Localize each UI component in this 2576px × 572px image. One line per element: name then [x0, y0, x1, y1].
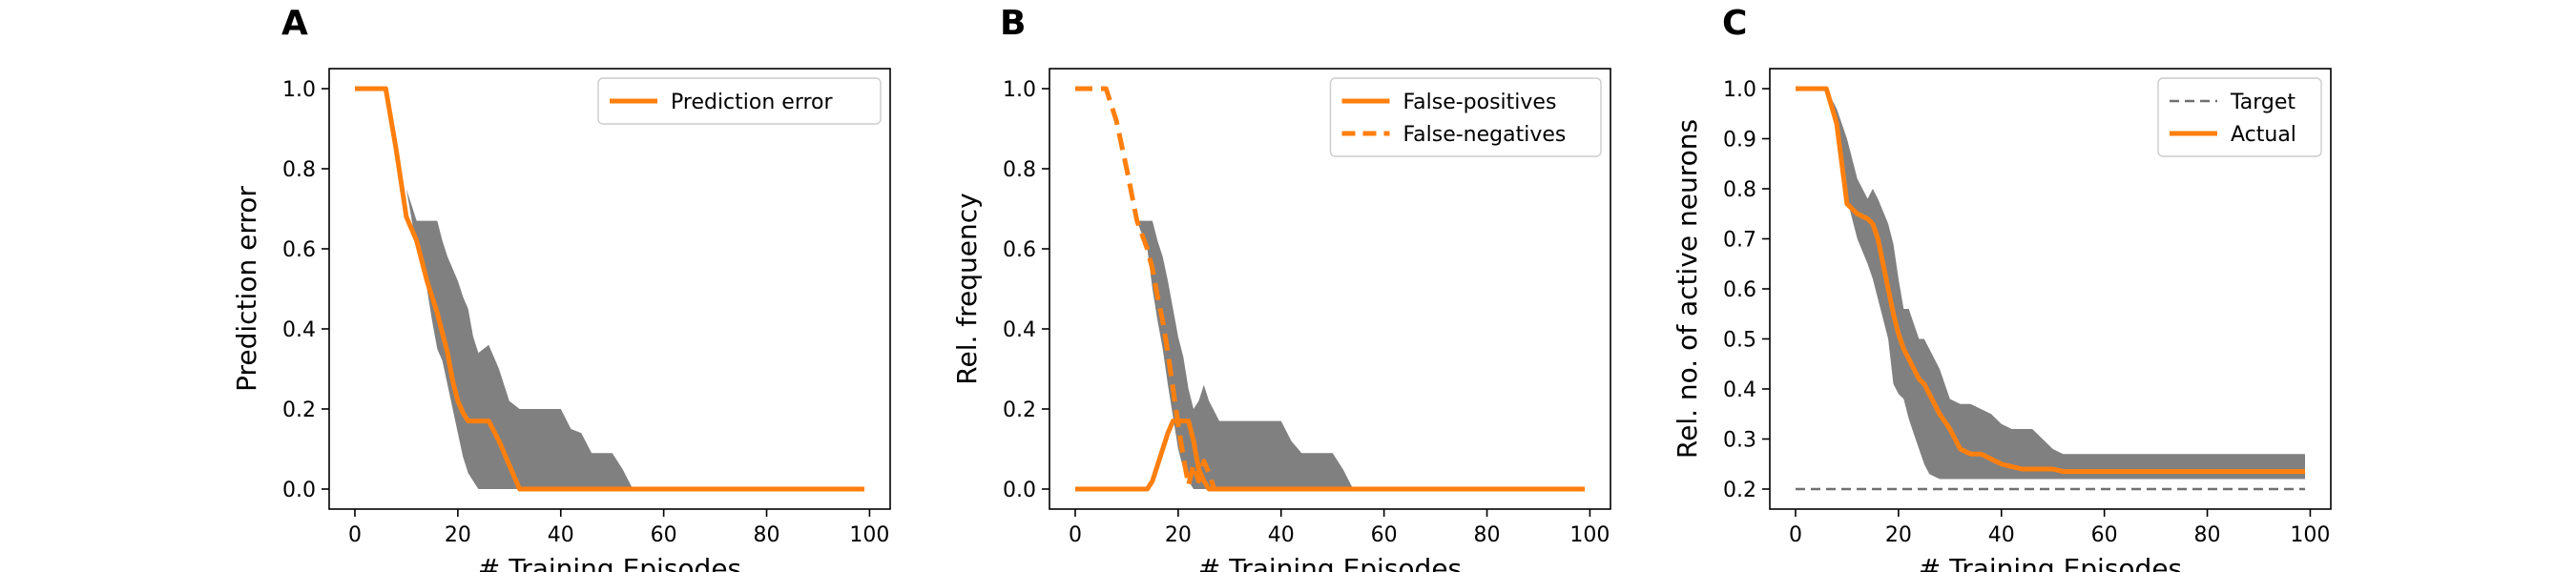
- panel-c-xtick-label: 0: [1789, 523, 1802, 547]
- panel-b-legend-label: False-positives: [1403, 91, 1557, 114]
- panel-b-content: [1075, 86, 1585, 492]
- panel-a-xtick-label: 20: [445, 523, 471, 547]
- panel-b-xtick-label: 80: [1474, 523, 1501, 547]
- panel-b-legend-label: False-negatives: [1403, 123, 1567, 147]
- panel-c-xlabel: # Training Episodes: [1919, 553, 2182, 572]
- panel-c-series-2-line: [1796, 86, 2305, 475]
- panel-a-ytick-label: 0.4: [282, 318, 316, 342]
- panel-a-axes-frame: [328, 68, 891, 510]
- panel-b-xtick-label: 20: [1165, 523, 1192, 547]
- panel-a-legend-box: [597, 77, 882, 125]
- panel-c-xtick-label: 20: [1885, 523, 1912, 547]
- panel-b-ytick-label: 0.2: [1003, 398, 1036, 422]
- panel-a-xtick-label: 80: [754, 523, 780, 547]
- panel-c-xtick-label: 60: [2091, 523, 2118, 547]
- panel-b-xtick-label: 100: [1569, 523, 1610, 547]
- panel-a-ytick-label: 0.6: [282, 238, 316, 262]
- panel-a-ytick-label: 0.8: [282, 158, 316, 182]
- panel-a: A 0 20 40 60 80 100 0.0 0.2 0.4 0.6 0.8 1.0 # Train…: [231, 4, 891, 572]
- panel-a-ytick-label: 0.0: [282, 479, 316, 502]
- panel-c-xtick-label: 100: [2290, 523, 2330, 547]
- panel-b-xlabel: # Training Episodes: [1198, 553, 1462, 572]
- panel-c-xtick-label: 80: [2194, 523, 2221, 547]
- panel-b-ytick-label: 0.4: [1003, 318, 1036, 342]
- panel-c-content: [1796, 86, 2305, 491]
- panel-c: C 0 20 40 60 80 100 0.2 0.3 0.4 0.5 0.6 0.7 0.8 0.9 1.…: [1672, 4, 2332, 572]
- panel-c-legend-label: Target: [2230, 91, 2296, 114]
- panel-c-ytick-label: 0.8: [1723, 178, 1756, 202]
- panel-b-ytick-label: 0.8: [1003, 158, 1036, 182]
- panel-c-ytick-label: 0.4: [1723, 378, 1756, 402]
- panel-a-ytick-label: 1.0: [282, 78, 316, 102]
- panel-b-ytick-label: 0.0: [1003, 479, 1036, 502]
- panel-a-ytick-label: 0.2: [282, 398, 316, 422]
- panel-b-plot: 0 20 40 60 80 100 0.0 0.2 0.4 0.6 0.8 1.0: [1003, 68, 1611, 547]
- panel-c-ytick-label: 0.2: [1723, 479, 1756, 502]
- panel-a-xtick-label: 60: [651, 523, 677, 547]
- panel-c-ytick-label: 0.5: [1723, 329, 1756, 353]
- panel-a-letter: A: [281, 4, 308, 43]
- panel-c-ylabel: Rel. no. of active neurons: [1672, 119, 1703, 459]
- panel-a-xtick-label: 100: [849, 523, 889, 547]
- panel-a-xtick-label: 0: [348, 523, 362, 547]
- panel-c-letter: C: [1722, 4, 1747, 43]
- panel-b-xtick-label: 60: [1371, 523, 1398, 547]
- panel-a-legend: Prediction error: [597, 77, 882, 125]
- panel-a-xtick-label: 40: [548, 523, 574, 547]
- panel-b: B 0 20 40 60 80 100 0.0 0.2 0.4 0.6 0.8 1.0 # Train…: [951, 4, 1611, 572]
- panel-c-ytick-label: 0.7: [1723, 229, 1756, 253]
- panel-b-ytick-label: 1.0: [1003, 78, 1036, 102]
- panel-b-series-2-line: [1075, 86, 1216, 490]
- panel-b-letter: B: [1000, 4, 1026, 43]
- panel-a-plot: 0 20 40 60 80 100 0.0 0.2 0.4 0.6 0.8 1.0: [282, 68, 891, 547]
- panel-b-legend: False-positives False-negatives: [1329, 77, 1602, 157]
- panel-c-ytick-label: 1.0: [1723, 78, 1756, 102]
- panel-a-band: [355, 89, 864, 489]
- panel-c-ytick-label: 0.3: [1723, 429, 1756, 453]
- panel-c-legend-box: [2157, 77, 2322, 157]
- panel-a-ylabel: Prediction error: [231, 186, 262, 392]
- panel-c-plot: 0 20 40 60 80 100 0.2 0.3 0.4 0.5 0.6 0.7 0.8 0.9 1.0: [1723, 68, 2332, 547]
- panel-b-ylabel: Rel. frequency: [951, 193, 983, 384]
- panel-b-xtick-label: 0: [1069, 523, 1082, 547]
- panel-c-ytick-label: 0.9: [1723, 129, 1756, 153]
- panel-b-legend-box: [1329, 77, 1602, 157]
- panel-a-xlabel: # Training Episodes: [478, 553, 741, 572]
- panel-c-ytick-label: 0.6: [1723, 278, 1756, 302]
- panel-b-series-1-line: [1075, 419, 1585, 492]
- panel-b-band: [1075, 220, 1585, 489]
- panel-c-legend: Target Actual: [2157, 77, 2322, 157]
- panel-b-ytick-label: 0.6: [1003, 238, 1036, 262]
- panel-b-xtick-label: 40: [1268, 523, 1295, 547]
- panel-c-legend-label: Actual: [2231, 123, 2296, 147]
- panel-a-series-1-line: [355, 86, 864, 492]
- panel-a-legend-label: Prediction error: [671, 91, 833, 114]
- panel-c-xtick-label: 40: [1988, 523, 2015, 547]
- panel-a-content: [355, 86, 864, 492]
- panel-b-axes-frame: [1049, 68, 1611, 510]
